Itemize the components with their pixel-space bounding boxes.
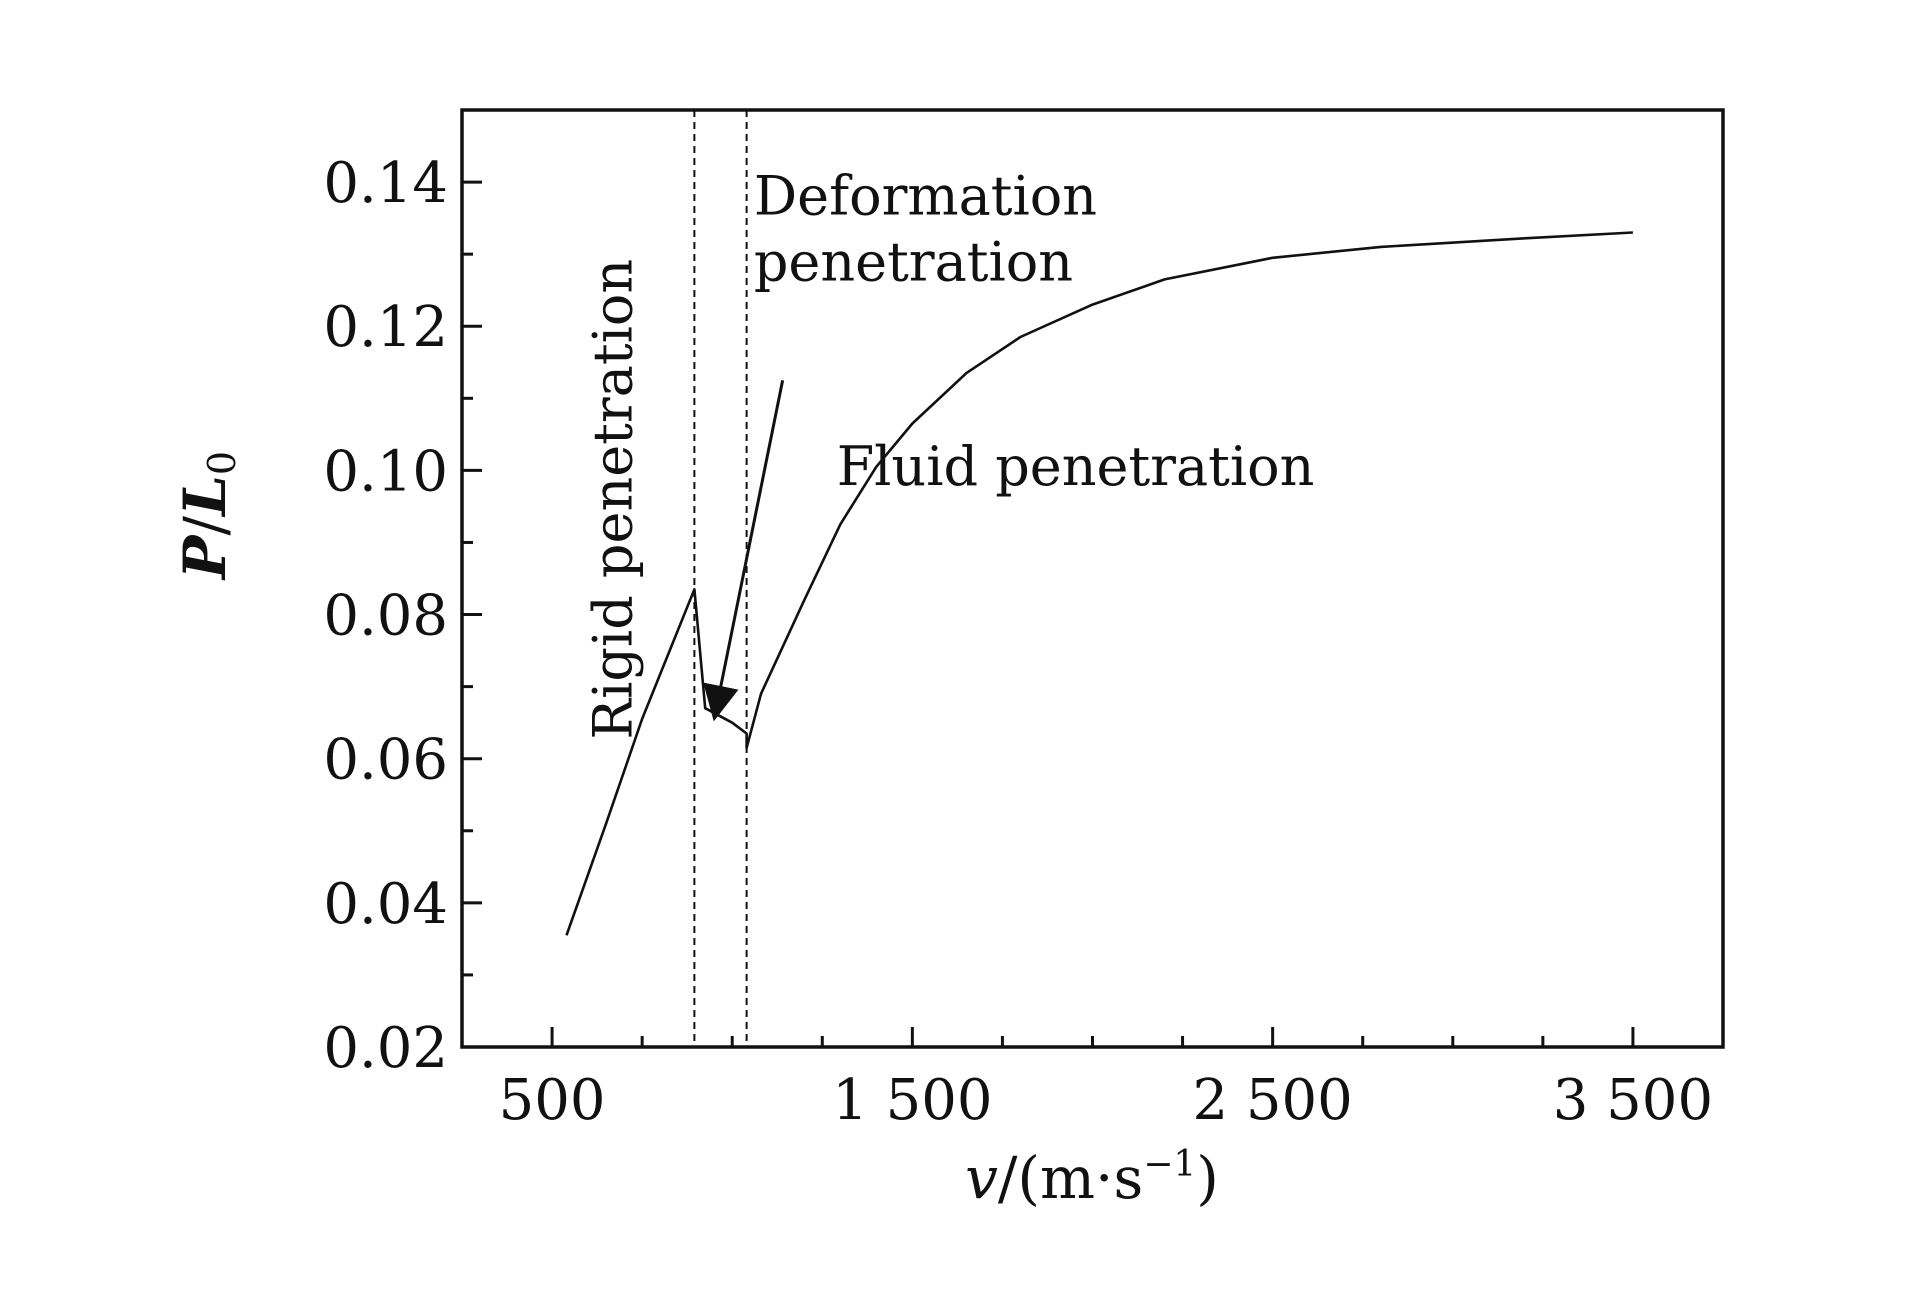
x-axis-label-rest: /(m·s [998,1144,1143,1212]
y-tick-label: 0.04 [323,872,448,937]
x-axis-label-end: ) [1196,1144,1219,1212]
annotation-rigid-penetration: Rigid penetration [581,259,644,740]
y-tick-label: 0.02 [323,1016,448,1081]
y-tick-label: 0.12 [323,295,448,360]
y-tick-label: 0.06 [323,728,448,793]
y-axis-label-sub: 0 [200,451,244,475]
y-tick-label: 0.08 [323,584,448,649]
y-axis-label-slash: / [171,515,239,535]
dashed-boundary-lines [693,110,748,1047]
major-ticks [462,180,1635,1049]
plot-frame [460,108,1725,1049]
x-tick-label: 3 500 [1553,1068,1713,1133]
y-axis-label: P/L0 [171,451,244,581]
x-tick-label: 1 500 [832,1068,992,1133]
annotation-fluid-penetration: Fluid penetration [837,435,1315,498]
y-axis-label-l: L [171,475,239,518]
annotation-line: Deformation [754,165,1097,228]
y-tick-label: 0.10 [323,439,448,504]
y-axis-label-p: P [171,534,239,581]
x-axis-label-var: v [965,1144,998,1212]
x-axis-label: v/(m·s−1) [965,1144,1219,1212]
series-line [565,231,1633,936]
tick-labels: 500 1 500 2 500 3 500 0.02 0.04 0.06 0.08 0.10 0.… [323,151,1713,1133]
minor-ticks [462,252,1545,1047]
y-tick-label: 0.14 [323,151,448,216]
annotation-line: penetration [754,231,1073,294]
deformation-arrow [703,379,785,722]
x-tick-label: 2 500 [1192,1068,1352,1133]
annotation-deformation-penetration: Deformation penetration [754,165,1097,294]
x-axis-label-sup: −1 [1143,1144,1196,1185]
x-tick-label: 500 [499,1068,606,1133]
annotations: Rigid penetration Deformation penetration F… [581,165,1314,740]
